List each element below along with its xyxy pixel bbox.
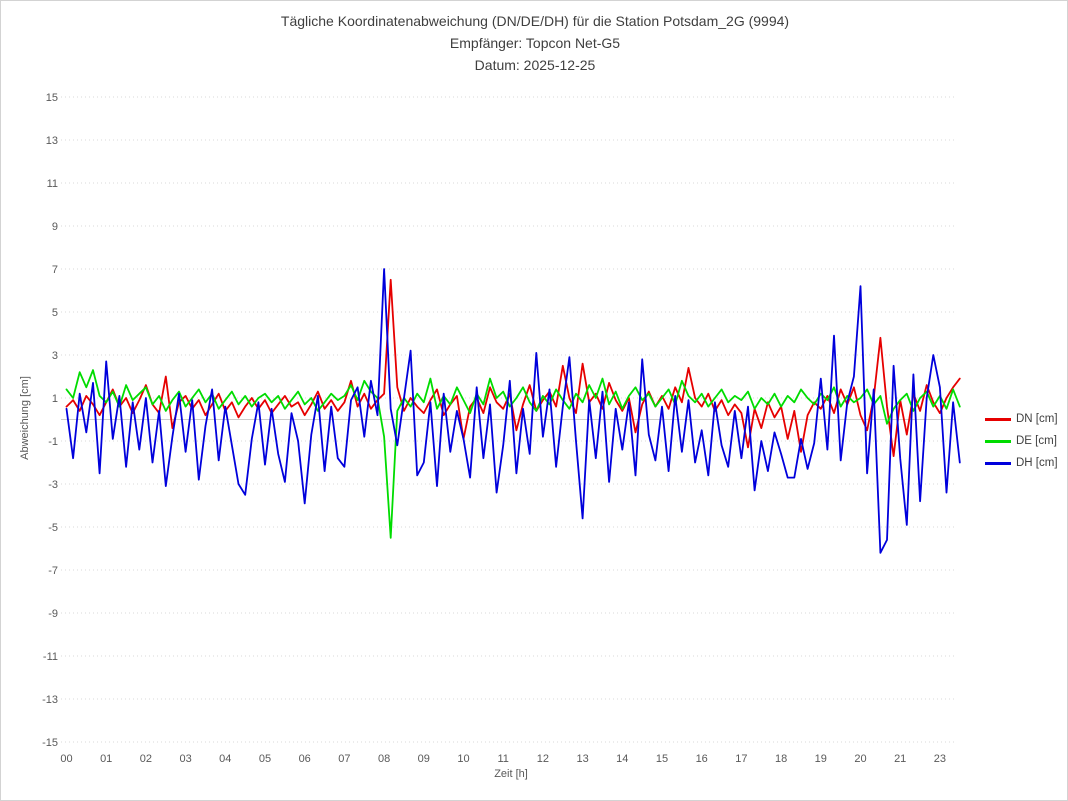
legend-label-de: DE [cm]	[1016, 435, 1057, 447]
y-tick-label-15: 15	[46, 92, 58, 104]
legend: DN [cm] DE [cm] DH [cm]	[985, 408, 1058, 474]
y-tick-label--3: -3	[48, 479, 58, 491]
x-tick-label-03: 03	[179, 753, 191, 765]
y-tick-label--7: -7	[48, 565, 58, 577]
y-tick-label-7: 7	[52, 264, 58, 276]
x-tick-label-23: 23	[934, 753, 946, 765]
chart-title: Tägliche Koordinatenabweichung (DN/DE/DH…	[280, 13, 790, 29]
legend-item-dh: DH [cm]	[985, 452, 1058, 474]
x-tick-label-20: 20	[854, 753, 866, 765]
x-tick-label-15: 15	[656, 753, 668, 765]
legend-item-de: DE [cm]	[985, 430, 1058, 452]
y-tick-label--15: -15	[42, 737, 58, 749]
y-tick-label--5: -5	[48, 522, 58, 534]
x-tick-label-00: 00	[60, 753, 72, 765]
x-tick-label-18: 18	[775, 753, 787, 765]
y-tick-label-5: 5	[52, 307, 58, 319]
x-tick-label-06: 06	[299, 753, 311, 765]
y-tick-label-3: 3	[52, 350, 58, 362]
x-tick-label-07: 07	[338, 753, 350, 765]
y-tick-label-13: 13	[46, 135, 58, 147]
legend-label-dh: DH [cm]	[1016, 457, 1058, 469]
y-axis-title: Abweichung [cm]	[19, 376, 31, 460]
series-line-de	[65, 369, 961, 539]
y-tick-label--1: -1	[48, 436, 58, 448]
series-line-dh	[65, 268, 961, 554]
legend-line-swatch-de	[985, 439, 1011, 443]
x-tick-label-11: 11	[497, 753, 508, 765]
x-tick-label-01: 01	[100, 753, 112, 765]
legend-line-swatch-dh	[985, 461, 1011, 465]
chart-subtitle-date: Datum: 2025-12-25	[474, 57, 596, 73]
legend-line-swatch-dn	[985, 417, 1011, 421]
legend-item-dn: DN [cm]	[985, 408, 1058, 430]
x-tick-label-13: 13	[576, 753, 588, 765]
chart-title-block: Tägliche Koordinatenabweichung (DN/DE/DH…	[1, 10, 1067, 76]
x-tick-label-17: 17	[735, 753, 747, 765]
x-tick-label-04: 04	[219, 753, 231, 765]
x-tick-label-02: 02	[140, 753, 152, 765]
x-tick-label-08: 08	[378, 753, 390, 765]
y-tick-label-11: 11	[47, 178, 58, 190]
x-tick-label-16: 16	[696, 753, 708, 765]
x-tick-label-09: 09	[418, 753, 430, 765]
y-tick-label-9: 9	[52, 221, 58, 233]
y-tick-label--9: -9	[48, 608, 58, 620]
y-tick-label-1: 1	[52, 393, 58, 405]
x-tick-label-14: 14	[616, 753, 628, 765]
x-tick-label-21: 21	[894, 753, 906, 765]
y-tick-label--11: -11	[43, 651, 58, 663]
x-axis-title: Zeit [h]	[494, 768, 528, 780]
x-tick-label-19: 19	[815, 753, 827, 765]
legend-label-dn: DN [cm]	[1016, 413, 1058, 425]
y-tick-label--13: -13	[42, 694, 58, 706]
x-tick-label-05: 05	[259, 753, 271, 765]
x-tick-label-12: 12	[537, 753, 549, 765]
x-tick-label-10: 10	[457, 753, 469, 765]
chart-subtitle-receiver: Empfänger: Topcon Net-G5	[449, 35, 621, 51]
